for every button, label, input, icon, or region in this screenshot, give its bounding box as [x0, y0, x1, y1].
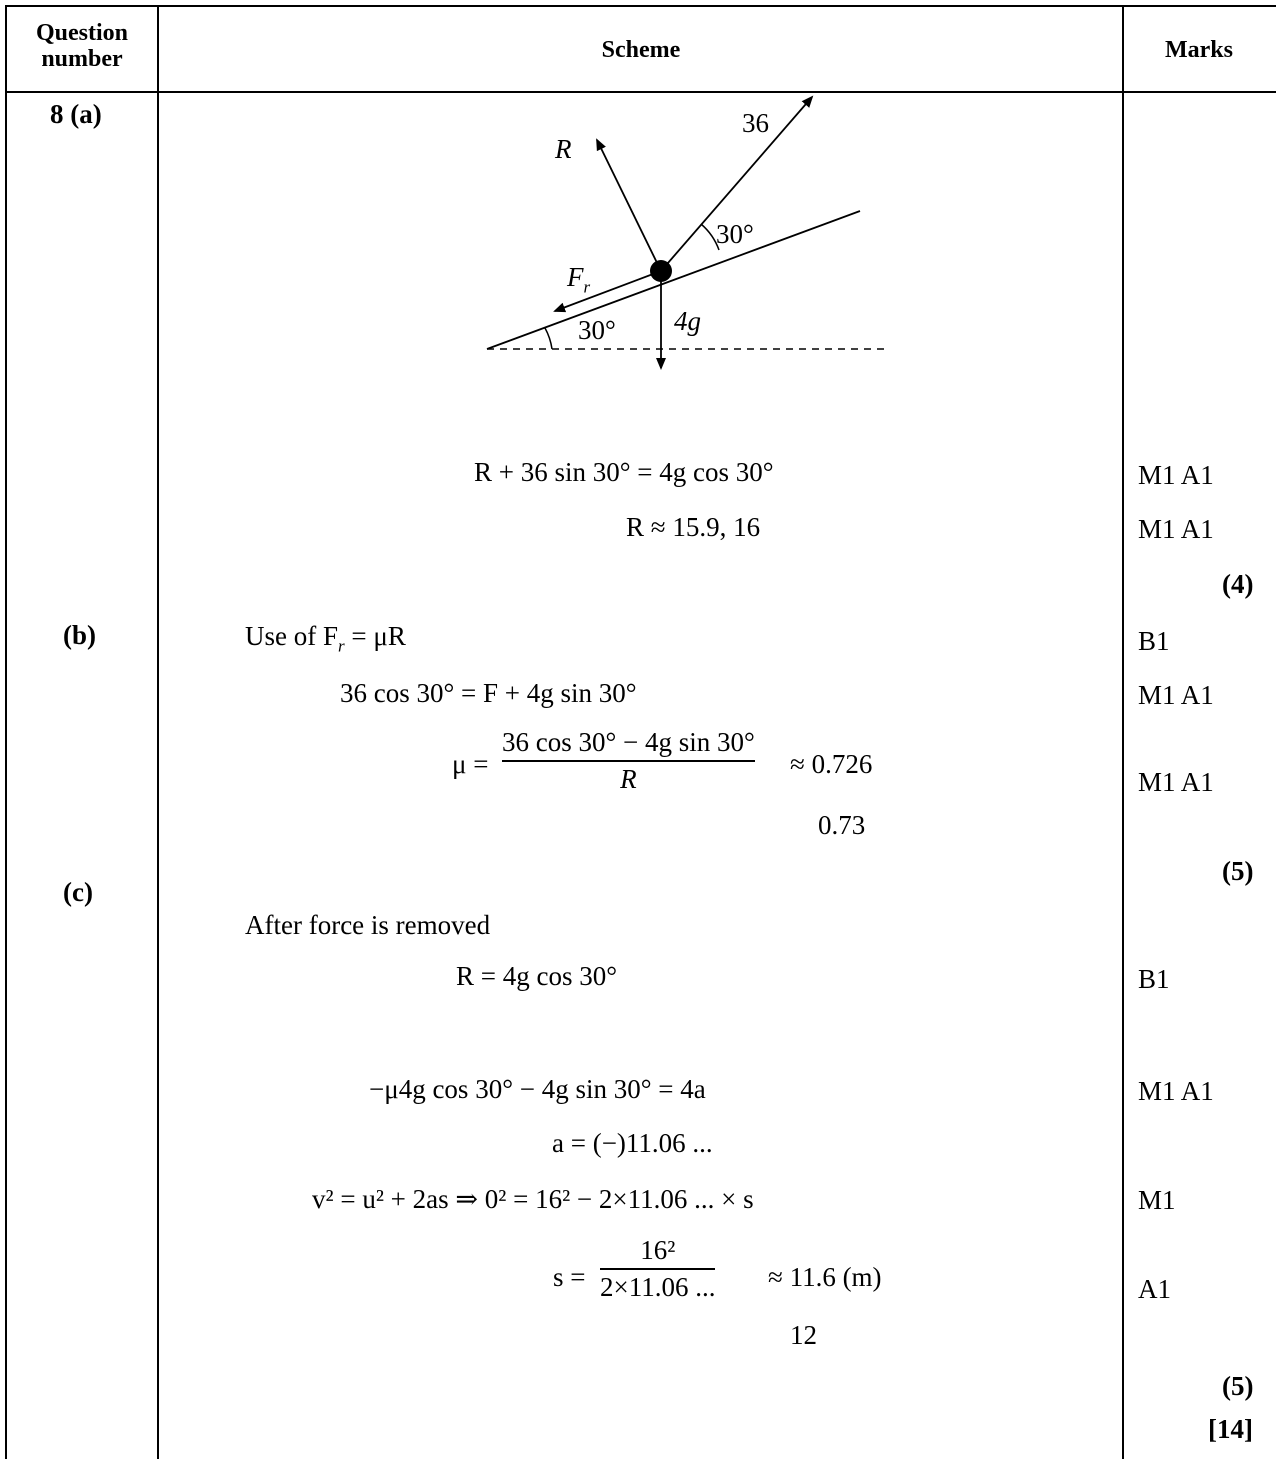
arrow-r [596, 138, 662, 272]
label-friction: Fr [567, 262, 591, 297]
angle-arc-bottom [544, 327, 553, 350]
part-b-mu-rhs: ≈ 0.726 [790, 749, 873, 779]
part-c-s-lhs: s = [553, 1262, 586, 1292]
part-c-equation-3: a = (−)11.06 ... [552, 1128, 713, 1158]
arrow-friction [553, 270, 662, 313]
part-a-marks-1: M1 A1 [1138, 460, 1214, 490]
part-b-marks-2: M1 A1 [1138, 680, 1214, 710]
part-a-marks-2: M1 A1 [1138, 514, 1214, 544]
label-angle-bottom: 30° [578, 315, 616, 345]
part-b-label: (b) [63, 620, 96, 650]
part-b-marks-1: B1 [1138, 626, 1170, 656]
label-36: 36 [742, 108, 769, 138]
label-r: R [555, 134, 572, 164]
part-c-total: (5) [1222, 1371, 1254, 1401]
part-b-equation-1: 36 cos 30° = F + 4g sin 30° [340, 678, 637, 708]
part-a-equation-2: R ≈ 15.9, 16 [626, 512, 761, 542]
header-divider [5, 91, 1276, 93]
part-a-equation-1: R + 36 sin 30° = 4g cos 30° [474, 457, 774, 487]
table-border-left [5, 5, 7, 1459]
grand-total: [14] [1208, 1414, 1253, 1444]
label-weight: 4g [674, 306, 701, 336]
part-b-mu-lhs: μ = [452, 749, 489, 779]
part-b-rounded: 0.73 [818, 810, 866, 840]
part-a-total: (4) [1222, 569, 1254, 599]
part-b-use-of: Use of Fr = μR [245, 621, 406, 656]
part-b-mu-fraction: 36 cos 30° − 4g sin 30° R [502, 727, 755, 794]
table-border-top [5, 5, 1276, 7]
particle [650, 260, 672, 282]
header-marks: Marks [1165, 37, 1233, 63]
label-angle-top: 30° [716, 219, 754, 249]
part-c-label: (c) [63, 877, 93, 907]
inclined-plane-line [486, 210, 861, 350]
part-c-rounded: 12 [790, 1320, 817, 1350]
part-c-marks-1: B1 [1138, 964, 1170, 994]
header-question-number: Question number [35, 20, 128, 72]
header-scheme: Scheme [601, 37, 681, 63]
part-c-equation-1: R = 4g cos 30° [456, 961, 618, 991]
part-c-equation-4: v² = u² + 2as ⇒ 0² = 16² − 2×11.06 ... ×… [312, 1184, 754, 1214]
part-c-marks-4: A1 [1138, 1274, 1171, 1304]
part-c-intro: After force is removed [245, 910, 491, 940]
part-b-total: (5) [1222, 856, 1254, 886]
part-c-marks-3: M1 [1138, 1185, 1176, 1215]
part-c-marks-2: M1 A1 [1138, 1076, 1214, 1106]
part-c-s-fraction: 16² 2×11.06 ... [600, 1235, 716, 1302]
part-a-label: 8 (a) [50, 99, 102, 129]
arrow-36 [660, 95, 814, 272]
angle-arc-top [700, 223, 720, 251]
part-c-equation-2: −μ4g cos 30° − 4g sin 30° = 4a [369, 1074, 706, 1104]
table-divider-2 [1122, 5, 1124, 1459]
part-b-marks-3: M1 A1 [1138, 767, 1214, 797]
table-divider-1 [157, 5, 159, 1459]
part-c-s-rhs: ≈ 11.6 (m) [768, 1262, 882, 1292]
